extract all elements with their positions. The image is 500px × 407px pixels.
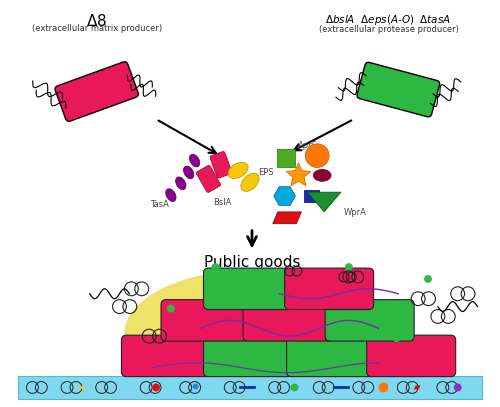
Circle shape xyxy=(167,304,175,313)
FancyBboxPatch shape xyxy=(325,300,414,341)
FancyBboxPatch shape xyxy=(204,268,292,310)
Polygon shape xyxy=(274,187,295,206)
Polygon shape xyxy=(308,192,341,212)
Bar xyxy=(18,376,482,399)
Text: AprE: AprE xyxy=(298,141,318,150)
Circle shape xyxy=(290,383,298,392)
Ellipse shape xyxy=(166,189,176,201)
FancyBboxPatch shape xyxy=(161,300,250,341)
FancyBboxPatch shape xyxy=(357,62,440,117)
FancyBboxPatch shape xyxy=(366,335,456,376)
Text: WprA: WprA xyxy=(344,208,367,217)
Ellipse shape xyxy=(184,166,194,179)
Text: (extracellular matrix producer): (extracellular matrix producer) xyxy=(32,24,162,33)
Circle shape xyxy=(306,144,329,168)
Text: TasA: TasA xyxy=(150,200,169,209)
Bar xyxy=(276,149,294,166)
Circle shape xyxy=(454,383,462,392)
FancyBboxPatch shape xyxy=(55,62,138,121)
Circle shape xyxy=(378,383,388,392)
Text: (extracellular protease producer): (extracellular protease producer) xyxy=(318,26,458,35)
Ellipse shape xyxy=(228,162,248,179)
Ellipse shape xyxy=(241,173,259,191)
Polygon shape xyxy=(272,212,302,224)
FancyBboxPatch shape xyxy=(122,335,210,376)
Text: EPS: EPS xyxy=(258,168,274,177)
Circle shape xyxy=(392,334,400,342)
FancyBboxPatch shape xyxy=(210,151,232,178)
Circle shape xyxy=(152,383,160,392)
FancyBboxPatch shape xyxy=(284,268,374,310)
Ellipse shape xyxy=(176,177,186,190)
Polygon shape xyxy=(286,162,310,186)
FancyBboxPatch shape xyxy=(243,300,332,341)
Circle shape xyxy=(212,263,220,271)
Polygon shape xyxy=(414,385,420,389)
Bar xyxy=(80,386,84,389)
Text: $\Delta$$bslA$  $\Delta$$eps(A$-$O)$  $\Delta$$tasA$: $\Delta$$bslA$ $\Delta$$eps(A$-$O)$ $\De… xyxy=(326,13,452,26)
Text: BslA: BslA xyxy=(213,198,232,207)
FancyBboxPatch shape xyxy=(286,335,376,376)
Text: $\Delta$8: $\Delta$8 xyxy=(86,13,107,28)
Ellipse shape xyxy=(190,154,200,167)
FancyBboxPatch shape xyxy=(204,335,292,376)
Bar xyxy=(304,190,319,202)
Ellipse shape xyxy=(124,269,392,397)
Circle shape xyxy=(424,275,432,283)
Circle shape xyxy=(192,383,198,389)
Text: Public goods: Public goods xyxy=(204,255,300,270)
FancyBboxPatch shape xyxy=(196,165,220,193)
Ellipse shape xyxy=(314,169,331,181)
Circle shape xyxy=(345,263,353,271)
